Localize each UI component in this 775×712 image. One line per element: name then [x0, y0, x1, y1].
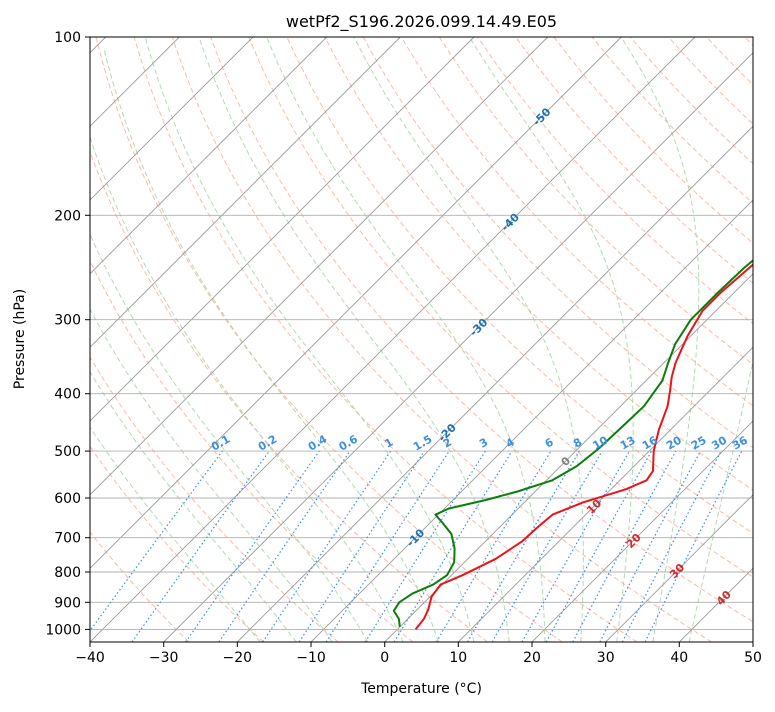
- mixing-ratio-label: 20: [664, 433, 684, 452]
- isotherm-line: [0, 37, 474, 642]
- dry-adiabat: [363, 37, 775, 642]
- isotherm-line: [385, 37, 775, 642]
- isotherm-label: -10: [404, 526, 427, 549]
- x-tick-label: −30: [149, 650, 179, 666]
- x-tick-label: 0: [380, 650, 389, 666]
- x-tick-label: −10: [296, 650, 326, 666]
- mixing-ratio-line: [600, 451, 701, 642]
- mixing-ratio-label: 36: [730, 433, 750, 452]
- y-tick-label: 200: [54, 208, 81, 224]
- isotherm-label: 0: [559, 454, 574, 469]
- mixing-ratio-label: 1: [382, 436, 395, 451]
- moist-adiabat: [0, 150, 296, 642]
- isotherm-label: -50: [530, 105, 553, 128]
- x-tick-label: −20: [223, 650, 253, 666]
- isotherm-line: [753, 37, 775, 642]
- x-tick-label: 40: [670, 650, 688, 666]
- mixing-ratio-label: 10: [590, 433, 610, 452]
- mixing-ratio-line: [326, 451, 449, 642]
- dewpoint-profile: [394, 37, 775, 627]
- y-tick-label: 500: [54, 444, 81, 460]
- y-tick-label: 700: [54, 531, 81, 547]
- isotherm-line: [0, 37, 400, 642]
- mixing-ratio-label: 25: [689, 434, 709, 453]
- dry-adiabat: [516, 37, 775, 642]
- y-tick-label: 1000: [45, 622, 81, 638]
- moist-adiabat: [72, 73, 403, 642]
- y-tick-label: 100: [54, 30, 81, 46]
- y-tick-label: 800: [54, 565, 81, 581]
- dry-adiabat: [134, 37, 637, 642]
- moist-adiabat: [470, 37, 634, 642]
- x-tick-label: 50: [744, 650, 762, 666]
- isotherm-label: 10: [584, 497, 604, 517]
- isotherm-line: [679, 37, 775, 642]
- chart-title: wetPf2_S196.2026.099.14.49.E05: [286, 12, 557, 32]
- isotherm-line: [0, 37, 548, 642]
- dry-adiabat: [0, 37, 189, 642]
- mixing-ratio-line: [573, 451, 676, 642]
- isotherm-label: -60: [562, 0, 585, 23]
- dry-adiabat: [592, 37, 775, 642]
- dry-adiabat: [745, 37, 775, 642]
- dry-adiabat: [0, 37, 338, 642]
- dry-adiabat: [707, 37, 775, 642]
- dry-adiabat: [0, 37, 264, 642]
- isotherm-label: -20: [436, 421, 459, 444]
- isotherm-label: 20: [624, 531, 644, 551]
- dry-adiabat: [172, 37, 711, 642]
- inner-labels: 0.10.20.40.611.52346810131620253036-100-…: [209, 0, 750, 608]
- mixing-ratio-label: 0.6: [337, 432, 361, 453]
- dry-adiabat: [58, 37, 488, 642]
- dry-adiabat: [20, 37, 413, 642]
- mixing-ratio-label: 0.2: [256, 433, 279, 454]
- mixing-ratio-label: 1.5: [411, 433, 434, 454]
- x-tick-label: 20: [523, 650, 541, 666]
- isotherm-line: [0, 37, 327, 642]
- mixing-ratio-line: [82, 451, 223, 642]
- isotherm-label: -30: [467, 316, 490, 339]
- isotherm-label: -40: [499, 210, 522, 233]
- y-tick-label: 600: [54, 491, 81, 507]
- mixing-ratio-label: 0.4: [306, 432, 330, 453]
- isotherm-line: [90, 37, 695, 642]
- mixing-ratio-line: [263, 451, 391, 642]
- isotherm-label: 40: [714, 588, 734, 608]
- x-tick-label: −40: [75, 650, 105, 666]
- mixing-ratio-label: 13: [618, 434, 638, 453]
- mixing-ratio-label: 6: [543, 435, 556, 450]
- y-tick-label: 900: [54, 595, 81, 611]
- isotherm-line: [311, 37, 775, 642]
- y-axis-label: Pressure (hPa): [12, 289, 28, 389]
- mixing-ratio-label: 0.1: [209, 433, 232, 454]
- x-tick-label: 10: [449, 650, 467, 666]
- moist-adiabat: [104, 50, 438, 642]
- x-tick-label: 30: [597, 650, 615, 666]
- dry-adiabat: [554, 37, 775, 642]
- isotherm-line: [532, 37, 775, 642]
- moist-adiabat: [689, 37, 775, 642]
- dry-adiabat: [668, 37, 775, 642]
- mixing-ratio-label: 30: [709, 433, 729, 452]
- background-lines: [0, 37, 775, 642]
- x-axis-label: Temperature (°C): [360, 681, 482, 697]
- mixing-ratio-label: 3: [477, 436, 490, 451]
- y-tick-label: 400: [54, 387, 81, 403]
- dry-adiabat: [478, 37, 775, 642]
- y-tick-label: 300: [54, 313, 81, 329]
- mixing-ratio-line: [219, 451, 350, 642]
- isotherm-line: [0, 37, 253, 642]
